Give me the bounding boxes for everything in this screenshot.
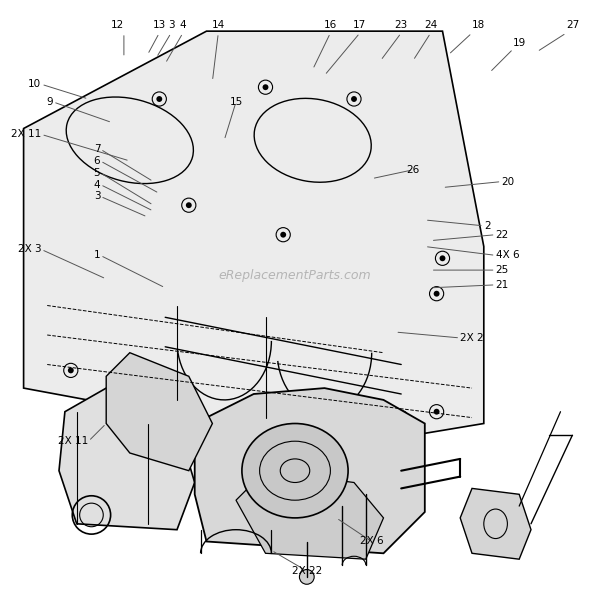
- Text: 23: 23: [395, 20, 408, 31]
- Ellipse shape: [299, 569, 314, 584]
- Polygon shape: [59, 388, 195, 530]
- Text: 2X 11: 2X 11: [11, 130, 41, 139]
- Text: 16: 16: [324, 20, 337, 31]
- Text: 3: 3: [168, 20, 175, 31]
- Text: 4X 6: 4X 6: [496, 251, 519, 260]
- Ellipse shape: [242, 423, 348, 518]
- Circle shape: [68, 367, 74, 373]
- Text: 21: 21: [496, 280, 509, 290]
- Circle shape: [440, 255, 445, 262]
- Text: 19: 19: [513, 38, 526, 48]
- Text: 2X 3: 2X 3: [18, 244, 41, 254]
- Text: 14: 14: [212, 20, 225, 31]
- Circle shape: [115, 379, 121, 385]
- Text: 22: 22: [496, 230, 509, 240]
- Text: 4: 4: [179, 20, 186, 31]
- Text: 27: 27: [566, 20, 579, 31]
- Circle shape: [398, 415, 404, 420]
- Circle shape: [351, 96, 357, 102]
- Text: 6: 6: [94, 156, 100, 166]
- Polygon shape: [195, 388, 425, 554]
- Polygon shape: [106, 353, 212, 470]
- Polygon shape: [460, 488, 531, 559]
- Text: 17: 17: [353, 20, 366, 31]
- Circle shape: [434, 291, 440, 297]
- Circle shape: [280, 232, 286, 238]
- Circle shape: [156, 96, 162, 102]
- Text: 12: 12: [111, 20, 124, 31]
- Circle shape: [186, 202, 192, 208]
- Text: 2X 6: 2X 6: [360, 536, 384, 546]
- Text: 26: 26: [407, 165, 419, 175]
- Text: 1: 1: [94, 251, 100, 260]
- Text: 20: 20: [502, 177, 514, 186]
- Text: 7: 7: [94, 144, 100, 154]
- Circle shape: [434, 409, 440, 415]
- Polygon shape: [236, 470, 384, 559]
- Text: 9: 9: [47, 97, 53, 107]
- Text: 5: 5: [94, 168, 100, 178]
- Text: 25: 25: [496, 265, 509, 275]
- Text: 2: 2: [484, 221, 490, 231]
- Text: 24: 24: [424, 20, 437, 31]
- Text: 2X 11: 2X 11: [58, 436, 88, 446]
- Text: eReplacementParts.com: eReplacementParts.com: [219, 269, 371, 282]
- Text: 2X 22: 2X 22: [291, 566, 322, 576]
- Text: 10: 10: [28, 79, 41, 89]
- Polygon shape: [24, 31, 484, 447]
- Circle shape: [263, 84, 268, 90]
- Text: 18: 18: [472, 20, 485, 31]
- Text: 13: 13: [153, 20, 166, 31]
- Text: 2X 2: 2X 2: [460, 333, 484, 343]
- Text: 15: 15: [230, 97, 242, 107]
- Text: 3: 3: [94, 191, 100, 202]
- Text: 4: 4: [94, 180, 100, 189]
